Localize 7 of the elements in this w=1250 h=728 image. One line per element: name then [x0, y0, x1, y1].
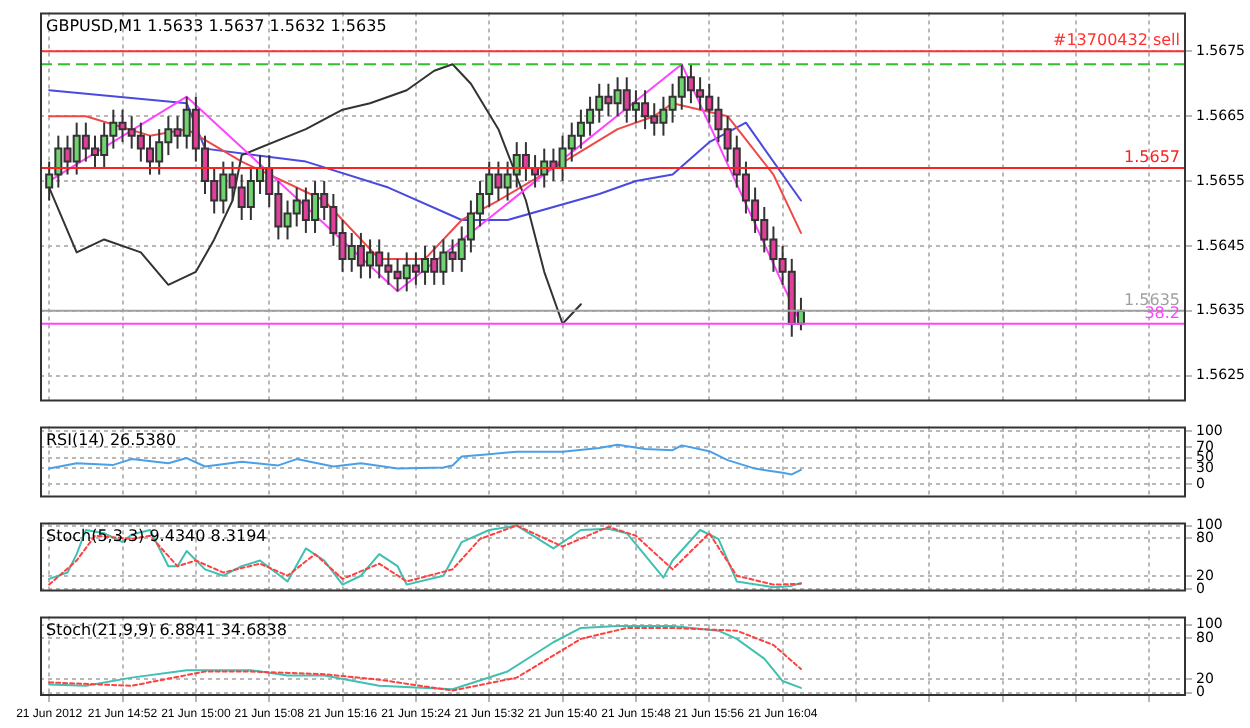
- chart-title: GBPUSD,M1 1.5633 1.5637 1.5632 1.5635: [46, 16, 387, 35]
- ref-line-label: 1.5657: [1124, 148, 1180, 167]
- annotation: 38.2: [1144, 303, 1180, 322]
- chart-title: Stoch(21,9,9) 6.8841 34.6838: [46, 620, 287, 639]
- ref-line-label: 1.5635: [1124, 290, 1180, 309]
- chart-title: RSI(14) 26.5380: [46, 430, 177, 449]
- ref-line-label: #13700432 sell: [1053, 31, 1180, 50]
